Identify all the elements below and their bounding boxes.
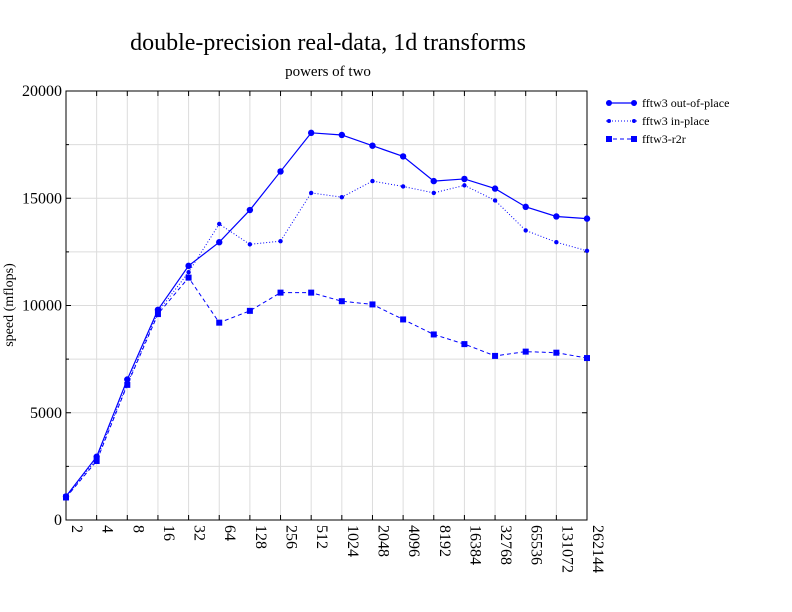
data-point [216, 319, 223, 326]
data-point [186, 270, 191, 275]
data-point [522, 203, 529, 211]
legend-entry-out-of-place: fftw3 out-of-place [606, 96, 729, 110]
x-tick-label: 128 [252, 525, 269, 549]
data-point [461, 341, 468, 348]
data-point [491, 185, 499, 192]
data-point [369, 301, 376, 308]
x-tick-label: 131072 [558, 525, 575, 573]
x-tick-label: 64 [221, 525, 238, 541]
data-point [185, 274, 192, 281]
legend-label-out-of-place: fftw3 out-of-place [642, 96, 729, 110]
series-line [65, 180, 588, 498]
legend: fftw3 out-of-place fftw3 in-place fftw3-… [606, 96, 729, 146]
data-point [307, 129, 315, 137]
data-point [246, 206, 254, 214]
legend-marker-out-of-place [606, 100, 612, 106]
x-tick-label: 32768 [497, 525, 514, 565]
legend-marker-in-place [607, 119, 611, 123]
y-tick-label: 10000 [22, 298, 62, 315]
grid-lines [66, 91, 587, 520]
data-point [461, 175, 468, 183]
data-point [246, 307, 253, 314]
series-fftw3-r2r [63, 274, 590, 501]
data-point [583, 215, 591, 222]
legend-marker-r2r [606, 136, 612, 142]
x-tick-label: 2048 [374, 525, 391, 557]
y-tick-label: 20000 [22, 83, 62, 100]
data-point [217, 221, 222, 227]
x-tick-label: 4096 [405, 525, 422, 557]
data-point [554, 240, 559, 245]
data-point [462, 183, 467, 188]
x-tick-label: 512 [313, 525, 330, 549]
y-axis-label: speed (mflops) [2, 263, 17, 347]
chart-title: double-precision real-data, 1d transform… [130, 30, 526, 56]
legend-label-in-place: fftw3 in-place [642, 114, 709, 128]
x-tick-label: 256 [283, 525, 300, 549]
y-tick-labels: 0 5000 10000 15000 20000 [22, 83, 62, 529]
series-fftw3-out-of-place [62, 129, 591, 500]
data-point [584, 355, 590, 362]
data-point [522, 348, 529, 355]
data-point [93, 458, 100, 465]
data-point [523, 228, 528, 233]
data-point [278, 238, 283, 244]
chart-subtitle: powers of two [285, 64, 371, 80]
data-point [277, 168, 284, 175]
data-point [584, 248, 590, 254]
data-point [154, 311, 161, 318]
data-point [216, 239, 223, 246]
data-point [338, 298, 345, 305]
data-point [431, 190, 436, 196]
x-tick-label: 4 [99, 525, 116, 533]
series-line [65, 132, 588, 497]
data-point [399, 153, 407, 160]
data-point [185, 262, 192, 270]
x-tick-label: 8192 [436, 525, 453, 557]
legend-marker-out-of-place [631, 100, 637, 106]
x-tick-label: 16 [160, 525, 177, 541]
x-tick-label: 32 [191, 525, 208, 541]
x-tick-label: 1024 [344, 525, 361, 557]
y-tick-label: 5000 [30, 405, 62, 422]
series-line [65, 276, 588, 498]
legend-label-r2r: fftw3-r2r [642, 132, 686, 146]
data-point [553, 213, 560, 220]
legend-marker-in-place [632, 119, 636, 123]
legend-entry-in-place: fftw3 in-place [606, 114, 709, 128]
y-tick-label: 0 [54, 512, 62, 529]
x-tick-label: 16384 [466, 525, 483, 565]
data-point [492, 352, 499, 359]
x-tick-label: 2 [68, 525, 85, 533]
x-tick-label: 8 [129, 525, 146, 533]
data-point [277, 289, 284, 296]
series-fftw3-in-place [63, 178, 590, 500]
data-point [400, 316, 407, 323]
data-point [124, 381, 131, 388]
data-point [338, 131, 346, 139]
data-point [308, 289, 315, 296]
x-tick-label: 262144 [589, 525, 606, 573]
legend-entry-r2r: fftw3-r2r [606, 132, 686, 146]
legend-marker-r2r [631, 136, 637, 142]
data-point [308, 190, 314, 196]
x-tick-labels: 2 4 8 16 32 64 128 256 512 1024 2048 4096 8192 16384 3… [68, 525, 606, 573]
data-point [370, 178, 375, 184]
data-point [247, 242, 253, 247]
data-point [63, 494, 69, 501]
data-point [553, 349, 560, 356]
data-point [492, 198, 498, 203]
x-tick-label: 65536 [528, 525, 545, 565]
data-point [400, 184, 406, 189]
y-tick-label: 15000 [22, 190, 62, 207]
data-point [430, 177, 437, 185]
data-point [430, 331, 437, 338]
data-point [369, 142, 376, 149]
data-point [339, 194, 345, 200]
plot-area [62, 129, 591, 501]
